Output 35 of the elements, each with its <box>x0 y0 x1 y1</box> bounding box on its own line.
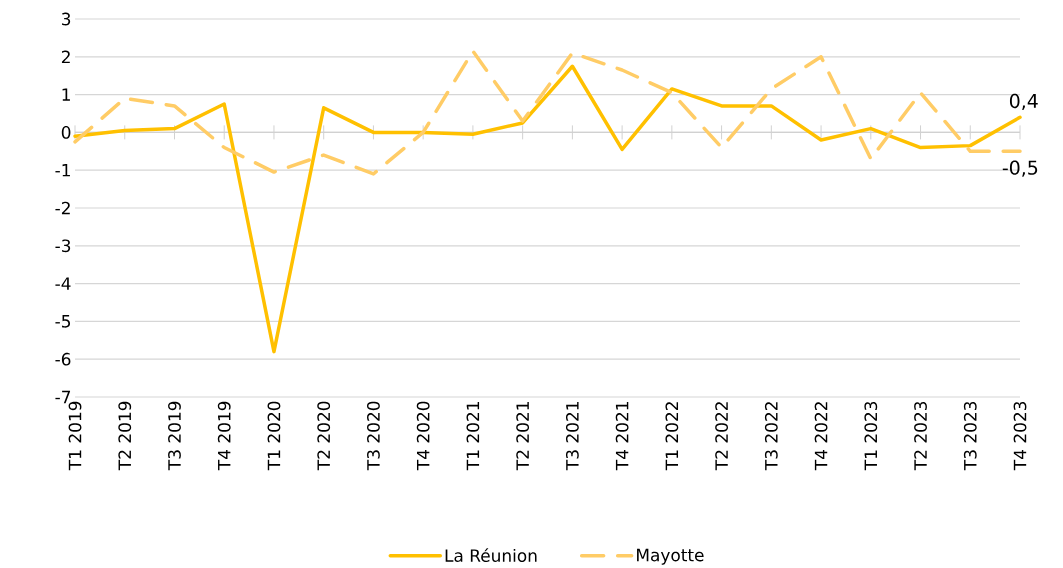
x-tick-label: T3 2020 <box>367 401 380 471</box>
x-tick-label: T4 2023 <box>1013 401 1027 471</box>
x-tick-label: T1 2022 <box>665 402 679 471</box>
x-tick-label: T1 2023 <box>864 401 878 471</box>
y-tick-label: -7 <box>55 390 71 404</box>
x-tick-label: T1 2021 <box>466 402 480 471</box>
x-tick-label: T3 2021 <box>565 402 579 471</box>
x-tick-label: T1 2020 <box>267 401 281 471</box>
x-tick-label: T2 2020 <box>317 401 331 471</box>
x-tick-label: T2 2021 <box>516 402 530 471</box>
x-tick-label: T2 2023 <box>914 401 927 471</box>
x-tick-label: T3 2022 <box>764 402 778 471</box>
x-tick-label: T4 2019 <box>217 401 231 471</box>
y-tick-label: 1 <box>62 88 70 101</box>
y-tick-label: 2 <box>61 50 70 64</box>
y-tick-label: -3 <box>55 239 71 253</box>
y-tick-label: -5 <box>55 315 71 328</box>
x-tick-label: T2 2019 <box>118 401 132 471</box>
y-tick-label: 0 <box>61 125 71 139</box>
y-tick-label: -1 <box>55 164 70 177</box>
x-tick-label: T4 2021 <box>615 402 629 471</box>
y-tick-label: -4 <box>55 277 71 290</box>
y-tick-label: -2 <box>55 201 70 215</box>
legend-label: La Réunion <box>445 548 537 562</box>
data-label: 0,4 <box>1009 93 1038 111</box>
x-tick-label: T3 2019 <box>168 401 181 471</box>
y-tick-label: 3 <box>62 12 71 26</box>
y-tick-label: -6 <box>55 352 71 366</box>
data-label: -0,5 <box>1002 160 1038 177</box>
legend-label: Mayotte <box>637 548 704 565</box>
x-tick-label: T1 2019 <box>68 401 82 471</box>
x-tick-label: T4 2022 <box>814 402 828 471</box>
x-tick-label: T3 2023 <box>963 401 977 471</box>
x-tick-label: T4 2020 <box>416 401 430 471</box>
x-tick-label: T2 2022 <box>715 402 728 471</box>
